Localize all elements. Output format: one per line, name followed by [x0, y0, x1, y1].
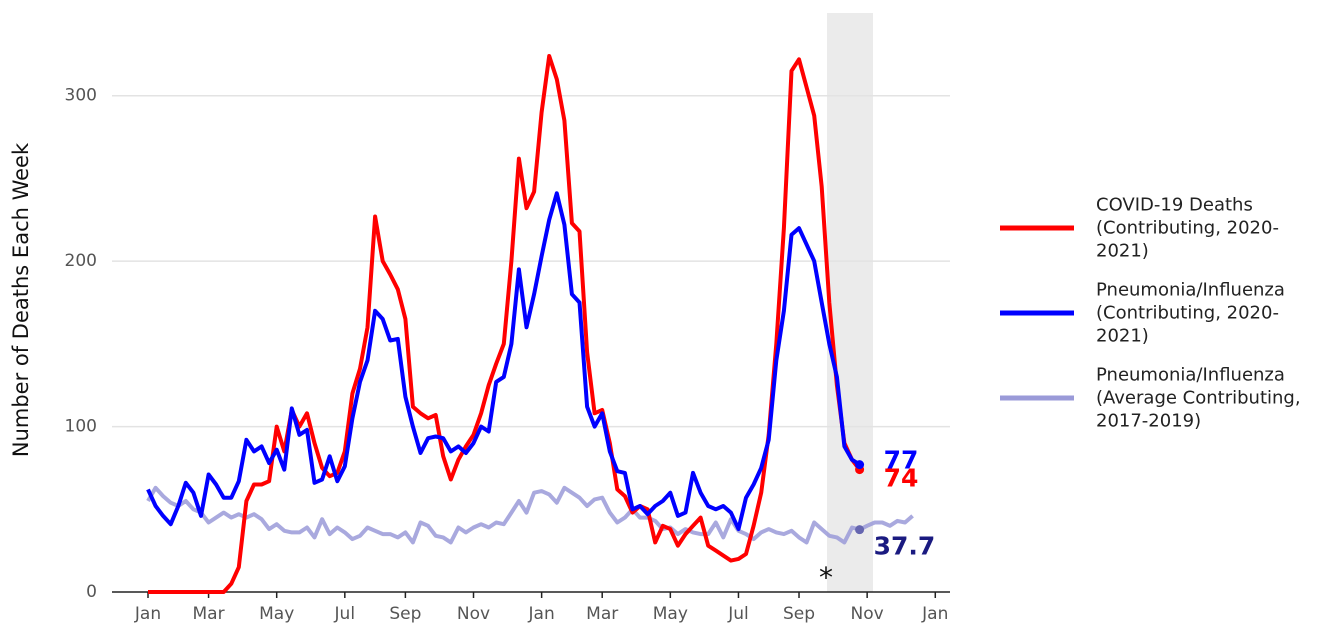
- y-tick-label: 0: [86, 582, 97, 602]
- legend-swatch: [1000, 395, 1074, 401]
- highlight-band: [827, 13, 873, 592]
- x-tick-label: Nov: [851, 604, 884, 624]
- end-label: 77: [884, 446, 919, 475]
- legend-label: Pneumonia/Influenza (Contributing, 2020-…: [1096, 279, 1285, 347]
- legend-swatch: [1000, 225, 1074, 231]
- y-tick-label: 200: [65, 251, 97, 271]
- line: [148, 54, 862, 594]
- y-axis-label: Number of Deaths Each Week: [9, 142, 33, 457]
- end-label: 37.7: [874, 532, 936, 561]
- y-tick-label: 300: [65, 86, 97, 106]
- x-tick-label: Jul: [727, 604, 749, 624]
- x-tick-label: May: [653, 604, 688, 624]
- chart: Number of Deaths Each Week * 0 100 200 300 J…: [9, 13, 950, 624]
- x-tick-label: Mar: [193, 604, 225, 624]
- annotation: *: [819, 561, 833, 594]
- x-tick-label: May: [259, 604, 294, 624]
- legend-label: Pneumonia/Influenza (Average Contributin…: [1096, 364, 1301, 432]
- x-tick-label: Sep: [389, 604, 421, 624]
- x-tick-label: Jan: [921, 604, 948, 624]
- legend-swatch: [1000, 310, 1074, 316]
- end-point: [855, 525, 865, 535]
- x-tick-label: Sep: [783, 604, 815, 624]
- y-tick-label: 100: [65, 417, 97, 437]
- legend-entry: Pneumonia/Influenza (Average Contributin…: [1000, 364, 1321, 433]
- x-tick-label: Jul: [334, 604, 356, 624]
- line: [146, 485, 914, 545]
- x-tick-label: Jan: [134, 604, 161, 624]
- legend-label: COVID-19 Deaths (Contributing, 2020-2021…: [1096, 194, 1279, 262]
- x-tick-label: Nov: [457, 604, 490, 624]
- line: [146, 191, 861, 532]
- x-tick-label: Jan: [528, 604, 555, 624]
- end-point: [855, 460, 865, 470]
- x-tick-label: Mar: [586, 604, 618, 624]
- legend-entry: Pneumonia/Influenza (Contributing, 2020-…: [1000, 279, 1321, 348]
- legend-entry: COVID-19 Deaths (Contributing, 2020-2021…: [1000, 194, 1321, 263]
- end-label: 74: [884, 464, 919, 493]
